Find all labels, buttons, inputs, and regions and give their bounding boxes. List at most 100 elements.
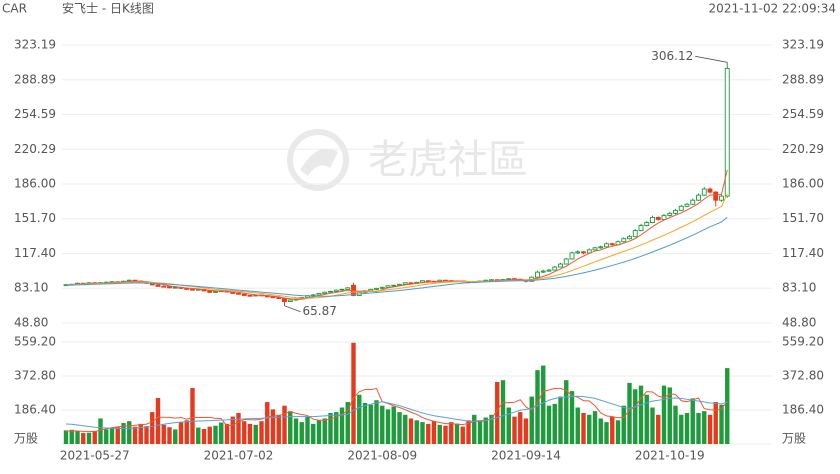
- volume-bar: [316, 420, 322, 444]
- volume-bar: [500, 380, 506, 444]
- candle-body: [719, 195, 724, 201]
- volume-bar: [644, 394, 649, 444]
- candle-body: [276, 297, 282, 299]
- y-tick-label-right: 186.00: [782, 176, 824, 190]
- volume-bar: [150, 412, 155, 444]
- volume-bar: [483, 417, 488, 444]
- candle-body: [385, 285, 391, 288]
- candle-body: [701, 188, 707, 196]
- volume-bar: [472, 414, 477, 444]
- y-tick-label-right: 117.40: [782, 246, 824, 260]
- candle-body: [604, 243, 609, 248]
- y-tick-label: 323.19: [14, 38, 56, 52]
- candle-body: [236, 292, 241, 295]
- candle-body: [632, 230, 638, 238]
- volume-tick-label: 559.20: [14, 335, 56, 349]
- volume-bar: [535, 370, 540, 444]
- y-tick-label-right: 323.19: [782, 38, 824, 52]
- volume-bar: [144, 426, 149, 444]
- volume-bar: [546, 405, 552, 444]
- candle-body: [707, 188, 713, 193]
- volume-average-line: [65, 395, 728, 429]
- volume-bar: [299, 422, 304, 444]
- candle-body: [609, 243, 615, 246]
- symbol: CAR: [2, 2, 27, 16]
- candle-body: [213, 291, 218, 293]
- candle-body: [397, 283, 402, 286]
- candle-body: [644, 222, 650, 226]
- volume-bar: [86, 432, 92, 444]
- candle-body: [678, 205, 684, 211]
- candle-body: [161, 285, 167, 288]
- candle-body: [167, 286, 172, 289]
- volume-bar: [506, 407, 511, 444]
- volume-bar: [98, 418, 103, 444]
- timestamp: 2021-11-02 22:09:34: [709, 2, 836, 16]
- volume-bar: [305, 416, 310, 444]
- volume-bar: [161, 424, 166, 444]
- volume-bar: [564, 380, 569, 444]
- volume-bar: [702, 411, 707, 444]
- volume-bar: [328, 412, 333, 444]
- volume-bar: [207, 426, 212, 444]
- watermark-text: 老虎社區: [368, 137, 528, 183]
- volume-bar: [696, 412, 701, 444]
- volume-tick-label: 372.80: [14, 369, 56, 383]
- x-tick-label: 2021-07-02: [204, 449, 274, 463]
- volume-bar: [604, 422, 609, 444]
- candle-body: [333, 289, 339, 292]
- candle-body: [598, 246, 604, 249]
- volume-bar: [247, 423, 253, 444]
- candle-body: [328, 290, 333, 293]
- volume-bar: [138, 423, 143, 444]
- volume-bar: [725, 368, 730, 444]
- volume-bar: [581, 412, 586, 444]
- volume-bar: [236, 412, 241, 444]
- candle-body: [172, 286, 178, 289]
- volume-bar: [115, 427, 120, 444]
- volume-tick-label-right: 372.80: [782, 369, 824, 383]
- volume-bar: [449, 422, 454, 444]
- volume-bar: [362, 402, 368, 444]
- volume-bar: [167, 427, 172, 444]
- x-tick-label: 2021-09-14: [491, 449, 561, 463]
- volume-bar: [351, 342, 356, 444]
- volume-bar: [92, 430, 97, 444]
- volume-bar: [656, 414, 661, 444]
- volume-bar: [184, 420, 189, 444]
- volume-bar: [466, 420, 471, 444]
- volume-bar: [213, 425, 218, 444]
- candle-body: [655, 216, 661, 220]
- y-tick-label: 151.70: [14, 211, 56, 225]
- volume-bar: [178, 422, 184, 444]
- volume-bar: [633, 389, 638, 444]
- volume-bar: [460, 426, 465, 444]
- volume-tick-label-right: 万股: [782, 432, 806, 446]
- volume-bar: [638, 385, 644, 444]
- volume-bar: [454, 423, 460, 444]
- watermark: 老虎社區: [287, 129, 528, 191]
- candle-body: [339, 288, 345, 291]
- candle-body: [535, 271, 540, 278]
- volume-bar: [374, 400, 379, 444]
- volume-bar: [224, 423, 230, 444]
- volume-bar: [282, 405, 287, 444]
- candle-body: [627, 236, 632, 240]
- y-tick-label: 220.29: [14, 142, 56, 156]
- volume-bar: [265, 402, 270, 444]
- volume-bar: [477, 420, 483, 444]
- volume-bar: [322, 418, 327, 444]
- candle-body: [489, 279, 494, 281]
- volume-bar: [621, 405, 626, 444]
- candle-body: [402, 282, 408, 285]
- y-tick-label: 254.59: [14, 107, 56, 121]
- volume-tick-label: 万股: [14, 432, 38, 446]
- volume-bar: [339, 407, 345, 444]
- candle-body: [581, 251, 586, 254]
- y-tick-label-right: 48.80: [782, 316, 816, 330]
- volume-bar: [69, 429, 74, 444]
- volume-bar: [495, 381, 500, 444]
- volume-bar: [242, 421, 247, 444]
- volume-bar: [196, 427, 201, 444]
- volume-bar: [155, 398, 161, 444]
